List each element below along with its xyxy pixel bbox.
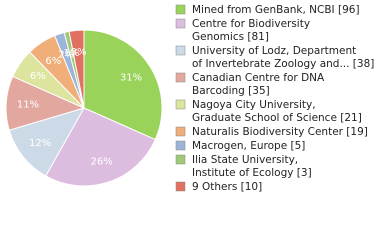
legend-label: Graduate School of Science [21]: [192, 112, 362, 124]
legend-swatch: [175, 140, 186, 151]
legend-swatch: [175, 126, 186, 137]
slice-label: 26%: [91, 156, 113, 167]
slice-label: 31%: [120, 72, 142, 83]
legend-swatch: [175, 4, 186, 15]
legend-label: Genomics [81]: [192, 31, 269, 43]
legend-label: Naturalis Biodiversity Center [19]: [192, 126, 368, 138]
slice-label: 3%: [71, 47, 87, 58]
legend-label: Canadian Centre for DNA: [192, 72, 325, 84]
legend-label: Centre for Biodiversity: [192, 18, 310, 30]
slice-label: 2%: [58, 50, 74, 61]
legend-label: Mined from GenBank, NCBI [96]: [192, 4, 360, 16]
legend-swatch: [175, 181, 186, 192]
slice-label: 6%: [30, 71, 46, 82]
pie-slice: [83, 29, 163, 141]
legend-label: University of Lodz, Department: [192, 45, 356, 57]
legend-label: Barcoding [35]: [192, 85, 270, 97]
slice-label: 12%: [29, 138, 51, 149]
legend-label: Macrogen, Europe [5]: [192, 140, 305, 152]
legend-label: Ilia State University,: [192, 154, 298, 166]
legend-label: of Invertebrate Zoology and... [38]: [192, 58, 374, 70]
slice-label: 6%: [45, 56, 61, 67]
legend-swatch: [175, 154, 186, 165]
slice-label: 11%: [17, 99, 39, 110]
legend-label: 9 Others [10]: [192, 181, 262, 193]
legend-label: Institute of Ecology [3]: [192, 167, 312, 179]
legend-swatch: [175, 72, 186, 83]
slice-label: 1%: [64, 48, 80, 59]
legend-swatch: [175, 99, 186, 110]
legend-swatch: [175, 45, 186, 56]
pie-slice: [68, 29, 85, 109]
legend-swatch: [175, 18, 186, 29]
legend-label: Nagoya City University,: [192, 99, 316, 111]
